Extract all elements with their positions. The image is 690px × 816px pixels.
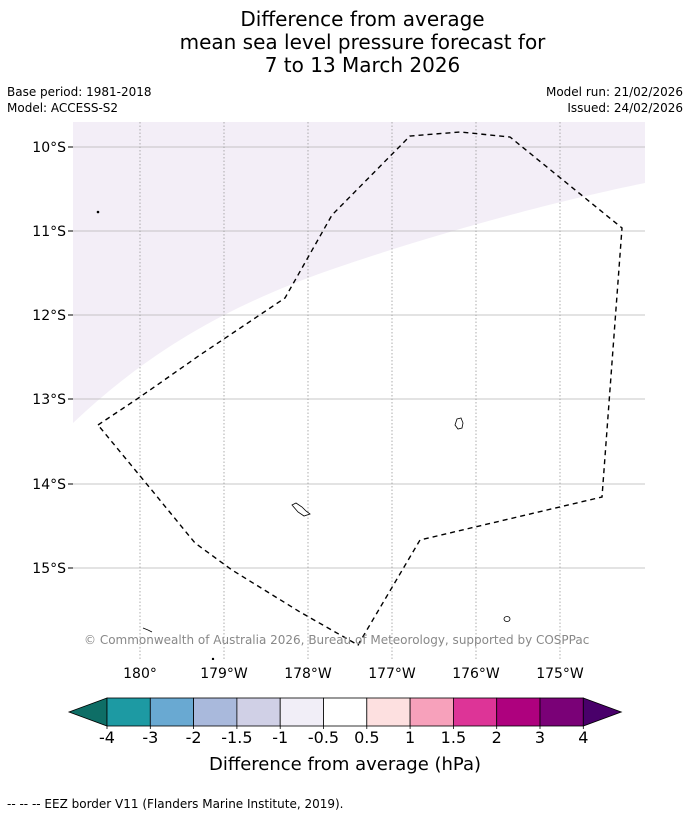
lon-label-176w: 176°W [452, 666, 500, 682]
chart-title: Difference from average mean sea level p… [0, 8, 690, 77]
colorbar-bin-1 [106, 697, 151, 727]
lon-axis: 180° 179°W 178°W 177°W 176°W 175°W [123, 666, 584, 682]
copyright-notice: © Commonwealth of Australia 2026, Bureau… [84, 633, 590, 647]
colorbar-tick-label-1: -3 [142, 728, 158, 747]
colorbar-tick-label-5: -0.5 [308, 728, 339, 747]
colorbar-tick-label-2: -2 [186, 728, 202, 747]
island-dot-south [211, 657, 215, 660]
issued-date: Issued: 24/02/2026 [567, 101, 683, 115]
lon-label-177w: 177°W [368, 666, 416, 682]
colorbar-tick-label-0: -4 [99, 728, 115, 747]
colorbar-bin-4 [236, 697, 281, 727]
colorbar-label: Difference from average (hPa) [209, 754, 481, 775]
lat-label-15s: 15°S [32, 561, 66, 577]
colorbar-extend-high [582, 697, 623, 727]
model-name: Model: ACCESS-S2 [7, 101, 119, 115]
island-vavau [291, 502, 311, 517]
colorbar-tick-label-11: 4 [578, 728, 588, 747]
colorbar-bin-2 [149, 697, 195, 727]
title-line-3: 7 to 13 March 2026 [264, 53, 461, 77]
island-small-east [503, 616, 511, 622]
colorbar-tick-label-6: 0.5 [354, 728, 379, 747]
colorbar-bin-3 [193, 697, 238, 727]
colorbar-tick-label-4: -1 [272, 728, 288, 747]
lat-label-11s: 11°S [32, 224, 66, 240]
lon-label-180: 180° [123, 666, 157, 682]
colorbar-tick-label-3: -1.5 [221, 728, 252, 747]
colorbar-bin-10 [496, 697, 541, 727]
anomaly-shaded-region [73, 122, 645, 423]
lat-label-10s: 10°S [32, 140, 66, 156]
colorbar: -4 -3 -2 -1.5 -1 -0.5 0.5 1 1.5 2 3 4 [67, 697, 623, 747]
lat-label-14s: 14°S [32, 477, 66, 493]
lat-label-12s: 12°S [32, 308, 66, 324]
lat-axis: 10°S 11°S 12°S 13°S 14°S 15°S [32, 140, 73, 577]
colorbar-tick-label-8: 1.5 [441, 728, 466, 747]
colorbar-bin-8 [409, 697, 454, 727]
colorbar-bin-7 [366, 697, 411, 727]
lon-gridlines [139, 122, 561, 660]
colorbar-bin-9 [452, 697, 498, 727]
island-southwest [142, 627, 153, 633]
lat-gridlines [73, 146, 645, 569]
meta-left: Base period: 1981-2018 Model: ACCESS-S2 [7, 84, 152, 116]
title-line-1: Difference from average [240, 7, 485, 31]
colorbar-extend-low [67, 697, 108, 727]
colorbar-bin-6 [323, 697, 368, 727]
colorbar-bin-11 [539, 697, 584, 727]
base-period: Base period: 1981-2018 [7, 85, 152, 99]
islands [96, 210, 511, 660]
lon-label-175w: 175°W [536, 666, 584, 682]
colorbar-tick-label-7: 1 [405, 728, 415, 747]
model-run: Model run: 21/02/2026 [545, 85, 683, 99]
colorbar-tick-label-9: 2 [492, 728, 502, 747]
island-niuafoou [454, 417, 464, 430]
lon-label-179w: 179°W [200, 666, 248, 682]
meta-right: Model run: 21/02/2026 Issued: 24/02/2026 [546, 84, 683, 116]
eez-legend-footer: -- -- -- EEZ border V11 (Flanders Marine… [7, 797, 344, 811]
title-line-2: mean sea level pressure forecast for [179, 30, 546, 54]
map-panel [73, 122, 645, 660]
lat-label-13s: 13°S [32, 392, 66, 408]
eez-border [96, 131, 623, 646]
colorbar-bin-5 [279, 697, 324, 727]
colorbar-tick-label-10: 3 [535, 728, 545, 747]
lon-label-178w: 178°W [284, 666, 332, 682]
island-dot-northwest [96, 210, 100, 214]
